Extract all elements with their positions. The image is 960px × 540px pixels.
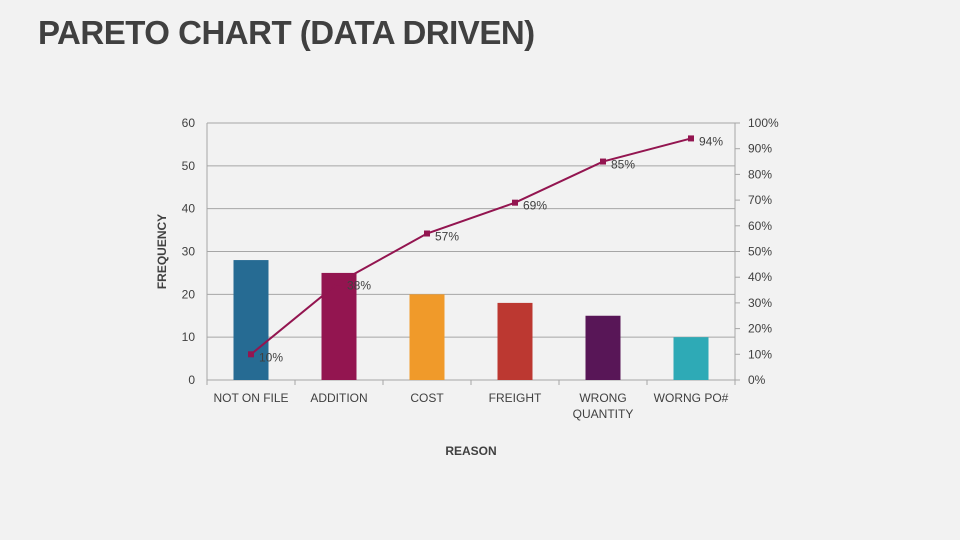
cumulative-marker: [512, 199, 518, 206]
y-tick-label: 50: [182, 159, 196, 173]
x-category-label: COST: [410, 391, 444, 405]
bar-3: [497, 302, 533, 380]
page-title: PARETO CHART (DATA DRIVEN): [38, 14, 535, 51]
x-category-label: WRONG: [579, 391, 626, 405]
y2-tick-label: 40%: [748, 270, 772, 284]
x-category-label: NOT ON FILE: [213, 391, 288, 405]
bar-0: [233, 260, 269, 380]
cumulative-marker: [688, 135, 694, 142]
cumulative-marker: [248, 351, 254, 358]
cumulative-data-label: 57%: [435, 230, 459, 244]
y-tick-label: 0: [188, 373, 195, 387]
cumulative-data-label: 38%: [347, 278, 371, 292]
y2-tick-label: 100%: [748, 116, 779, 130]
y-tick-label: 40: [182, 202, 196, 216]
cumulative-data-label: 10%: [259, 350, 283, 364]
bar-2: [409, 294, 445, 380]
y2-tick-label: 90%: [748, 142, 772, 156]
cumulative-data-label: 94%: [699, 134, 723, 148]
bar-4: [585, 315, 621, 380]
y-tick-label: 30: [182, 245, 196, 259]
cumulative-marker: [424, 230, 430, 237]
x-category-label: FREIGHT: [489, 391, 542, 405]
x-category-label: WORNG PO#: [654, 391, 729, 405]
x-category-label: QUANTITY: [573, 407, 634, 421]
y2-tick-label: 10%: [748, 347, 772, 361]
y-tick-label: 60: [182, 116, 196, 130]
cumulative-marker: [336, 279, 342, 286]
y-tick-label: 10: [182, 330, 196, 344]
cumulative-data-label: 85%: [611, 158, 635, 172]
y-axis-title: FREQUENCY: [155, 214, 169, 289]
y2-tick-label: 30%: [748, 296, 772, 310]
y2-tick-label: 70%: [748, 193, 772, 207]
cumulative-data-label: 69%: [523, 199, 547, 213]
cumulative-marker: [600, 158, 606, 165]
x-axis-title: REASON: [445, 444, 496, 458]
y2-tick-label: 60%: [748, 219, 772, 233]
y2-tick-label: 80%: [748, 167, 772, 181]
bar-5: [673, 337, 709, 380]
y2-tick-label: 50%: [748, 245, 772, 259]
y2-tick-label: 20%: [748, 322, 772, 336]
x-category-label: ADDITION: [310, 391, 367, 405]
y2-tick-label: 0%: [748, 373, 766, 387]
y-tick-label: 20: [182, 287, 196, 301]
cumulative-line: [250, 137, 692, 356]
